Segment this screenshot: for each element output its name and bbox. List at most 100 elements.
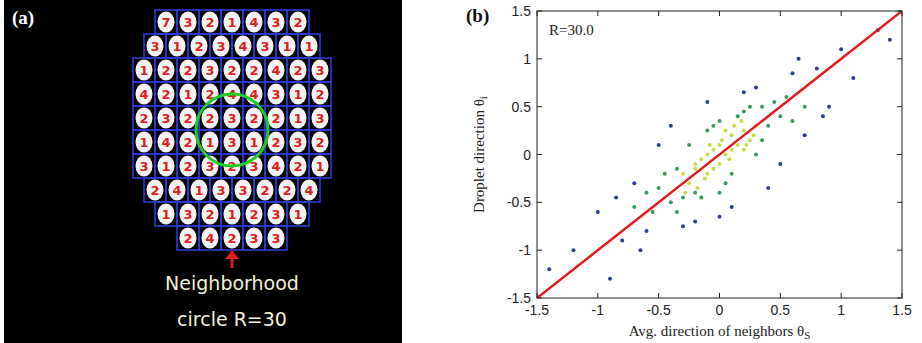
droplet-label: 2 <box>194 39 203 54</box>
droplet-box <box>276 34 298 58</box>
droplet-label: 2 <box>227 63 236 78</box>
droplet <box>290 204 307 225</box>
droplet <box>180 132 197 153</box>
droplet-box <box>221 106 243 130</box>
droplet-label: 2 <box>205 111 214 126</box>
x-tick <box>780 293 781 298</box>
scatter-point <box>572 248 576 252</box>
x-tick <box>658 11 659 16</box>
neighborhood-circle <box>196 94 268 166</box>
droplet <box>158 132 175 153</box>
droplet-box <box>155 106 177 130</box>
droplet <box>246 132 263 153</box>
scatter-point <box>821 114 825 118</box>
droplet-box <box>199 202 221 226</box>
scatter-point <box>663 172 667 176</box>
droplet <box>180 228 197 249</box>
scatter-point <box>669 200 673 204</box>
scatter-point <box>766 186 770 190</box>
y-axis-title-text: Droplet direction θ <box>471 99 487 213</box>
droplet-label: 3 <box>150 39 159 54</box>
scatter-point <box>708 143 712 147</box>
x-tick <box>841 293 842 298</box>
droplet <box>246 12 263 33</box>
x-tick <box>902 293 903 298</box>
droplet <box>268 108 285 129</box>
droplet-label: 1 <box>282 39 291 54</box>
droplet <box>290 156 307 177</box>
scatter-point <box>681 172 685 176</box>
droplet-box <box>144 34 166 58</box>
droplet-box <box>287 58 309 82</box>
droplet <box>224 132 241 153</box>
y-tick <box>897 58 902 59</box>
droplet-label: 3 <box>238 183 247 198</box>
droplet <box>246 204 263 225</box>
droplet-label: 1 <box>139 63 148 78</box>
scatter-point <box>632 181 636 185</box>
droplet-label: 3 <box>227 135 236 150</box>
scatter-point <box>742 148 746 152</box>
scatter-point <box>736 114 740 118</box>
droplet-label: 2 <box>161 63 170 78</box>
panel-b: -1.5-1-0.500.511.5-1.5-1-0.500.511.5Avg.… <box>466 3 912 341</box>
scatter-point <box>681 196 685 200</box>
droplet-box <box>188 34 210 58</box>
droplet <box>268 228 285 249</box>
scatter-point <box>760 138 764 142</box>
y-tick <box>537 250 542 251</box>
droplet-box <box>177 154 199 178</box>
droplet <box>202 132 219 153</box>
y-tick <box>897 250 902 251</box>
scatter-point <box>827 105 831 109</box>
scatter-point <box>693 162 697 166</box>
droplet-label: 3 <box>271 15 280 30</box>
droplet-box <box>221 202 243 226</box>
droplet <box>301 180 318 201</box>
x-axis-title-sub: S <box>804 329 810 341</box>
droplet <box>136 156 153 177</box>
droplet-label: 3 <box>271 87 280 102</box>
scatter-point <box>681 224 685 228</box>
x-tick <box>597 293 598 298</box>
y-tick <box>537 298 542 299</box>
droplet-box <box>254 34 276 58</box>
droplet-box <box>221 226 243 250</box>
y-tick <box>537 11 542 12</box>
droplet-label: 3 <box>183 15 192 30</box>
droplet-box <box>265 10 287 34</box>
droplet-label: 2 <box>150 183 159 198</box>
droplet <box>213 180 230 201</box>
scatter-point <box>718 143 722 147</box>
droplet-box <box>243 202 265 226</box>
droplet-label: 3 <box>216 39 225 54</box>
droplet-box <box>265 82 287 106</box>
scatter-point <box>718 162 722 166</box>
scatter-point <box>675 167 679 171</box>
scatter-point <box>784 95 788 99</box>
droplet-box <box>287 82 309 106</box>
droplet-label: 4 <box>304 183 313 198</box>
x-tick <box>719 293 720 298</box>
scatter-point <box>620 239 624 243</box>
droplet-label: 1 <box>293 207 302 222</box>
droplet <box>202 12 219 33</box>
droplet <box>180 84 197 105</box>
scatter-point <box>703 176 707 180</box>
droplet-label: 3 <box>315 111 324 126</box>
droplet-box <box>199 10 221 34</box>
droplet-label: 4 <box>271 159 280 174</box>
droplet <box>268 204 285 225</box>
scatter-point <box>815 66 819 70</box>
droplet-box <box>287 154 309 178</box>
scatter-point <box>742 109 746 113</box>
x-tick <box>841 11 842 16</box>
caption: Neighborhood <box>165 272 299 294</box>
scatter-point <box>736 143 740 147</box>
droplet-box <box>243 10 265 34</box>
droplet-box <box>177 202 199 226</box>
y-tick <box>897 154 902 155</box>
droplet-box <box>243 226 265 250</box>
droplet-label: 2 <box>293 63 302 78</box>
droplet-box <box>232 34 254 58</box>
